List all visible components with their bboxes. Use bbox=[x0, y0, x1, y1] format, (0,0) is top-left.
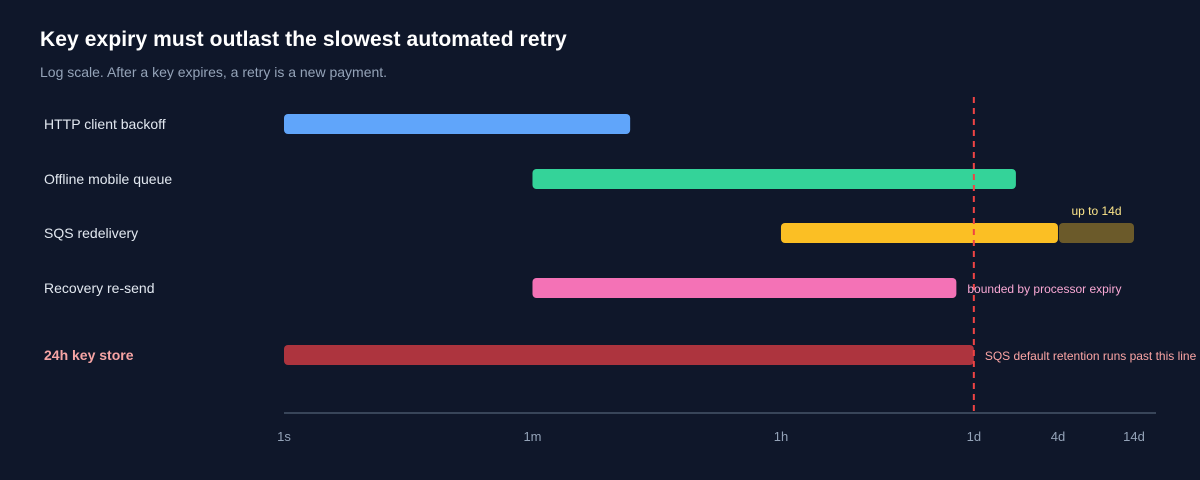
extension-label-sqs-redelivery: up to 14d bbox=[1071, 204, 1121, 218]
row-label-recovery-re-send: Recovery re-send bbox=[44, 280, 155, 296]
chart-subtitle: Log scale. After a key expires, a retry … bbox=[40, 64, 388, 80]
bar-offline-mobile-queue bbox=[532, 169, 1016, 189]
tick-label-14d: 14d bbox=[1123, 429, 1145, 444]
row-label-sqs-redelivery: SQS redelivery bbox=[44, 225, 138, 241]
tick-label-1h: 1h bbox=[774, 429, 788, 444]
bar-recovery-re-send bbox=[532, 278, 957, 298]
bar-extension-sqs-redelivery bbox=[1058, 223, 1134, 243]
x-axis: 1s 1m 1h 1d 4d 14d bbox=[277, 412, 1156, 444]
tick-label-4d: 4d bbox=[1051, 429, 1065, 444]
bar-http-client-backoff bbox=[284, 114, 631, 134]
annotations: up to 14d bounded by processor expiry SQS … bbox=[967, 204, 1196, 363]
row-label-http-client-backoff: HTTP client backoff bbox=[44, 116, 166, 132]
row-labels: HTTP client backoff Offline mobile queue S… bbox=[44, 116, 172, 363]
tick-label-1d: 1d bbox=[967, 429, 981, 444]
row-label-24h-key-store: 24h key store bbox=[44, 347, 134, 363]
tick-label-1m: 1m bbox=[523, 429, 541, 444]
bar-sqs-redelivery bbox=[780, 223, 1058, 243]
bars bbox=[284, 114, 1134, 365]
row-label-offline-mobile-queue: Offline mobile queue bbox=[44, 171, 172, 187]
note-24h-key-store: SQS default retention runs past this lin… bbox=[985, 349, 1197, 363]
chart-title: Key expiry must outlast the slowest auto… bbox=[40, 28, 567, 51]
note-recovery-re-send: bounded by processor expiry bbox=[967, 282, 1121, 296]
bar-24h-key-store bbox=[284, 345, 974, 365]
tick-label-1s: 1s bbox=[277, 429, 291, 444]
